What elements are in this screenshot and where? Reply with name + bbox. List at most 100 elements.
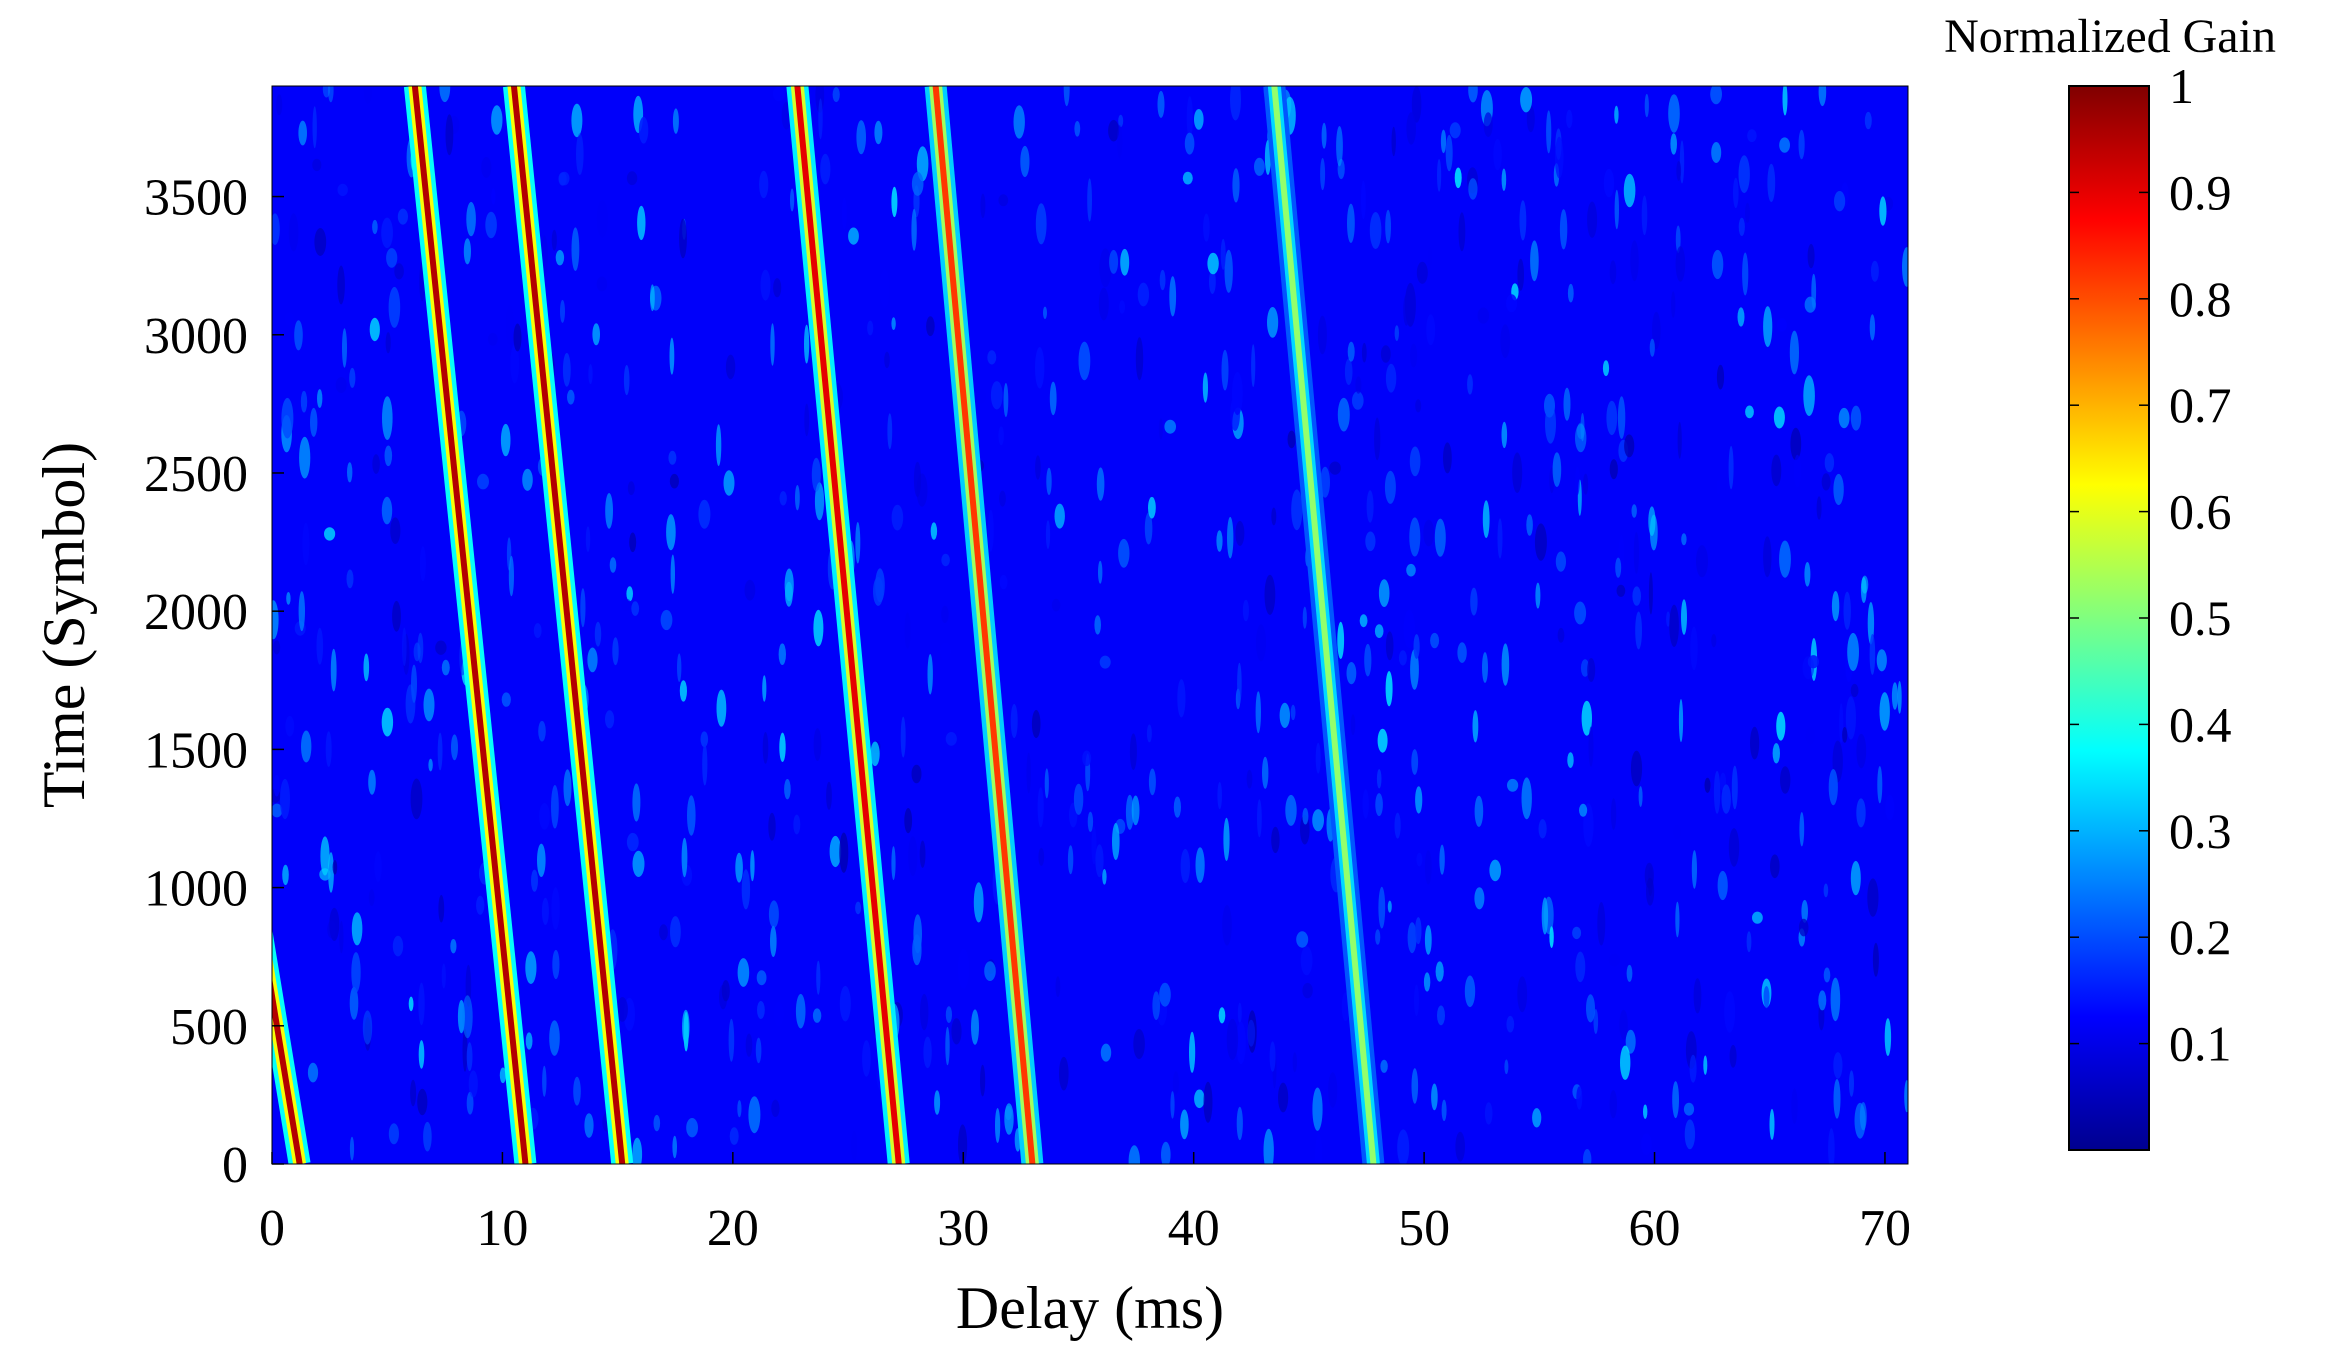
noise-speckle	[1285, 794, 1297, 826]
noise-speckle	[884, 351, 890, 369]
noise-speckle	[687, 795, 696, 836]
noise-speckle	[916, 473, 928, 507]
noise-speckle	[1223, 817, 1230, 862]
noise-speckle	[748, 1096, 761, 1134]
noise-speckle	[1180, 1109, 1189, 1140]
noise-speckle	[285, 715, 295, 737]
noise-speckle	[1717, 870, 1728, 901]
noise-speckle	[1292, 1052, 1298, 1073]
noise-speckle	[1608, 953, 1621, 967]
noise-speckle	[1217, 782, 1222, 810]
noise-speckle	[632, 783, 641, 822]
noise-speckle	[1620, 1045, 1631, 1080]
noise-speckle	[1046, 315, 1053, 340]
noise-speckle	[1423, 519, 1435, 547]
noise-speckle	[1644, 93, 1649, 118]
noise-speckle	[1752, 911, 1763, 924]
noise-speckle	[1302, 982, 1313, 999]
noise-speckle	[1833, 1052, 1843, 1079]
noise-speckle	[1194, 109, 1204, 130]
noise-speckle	[1643, 1104, 1648, 1119]
noise-speckle	[627, 481, 635, 496]
noise-speckle	[790, 188, 795, 212]
noise-speckle	[875, 568, 885, 603]
noise-speckle	[987, 509, 994, 552]
noise-speckle	[324, 527, 336, 541]
noise-speckle	[1180, 848, 1191, 884]
noise-speckle	[1638, 786, 1643, 807]
noise-speckle	[891, 317, 896, 330]
noise-speckle	[394, 263, 404, 280]
noise-speckle	[1458, 212, 1466, 252]
noise-speckle	[1641, 1133, 1652, 1155]
delay-paths	[272, 86, 1385, 1164]
noise-speckle	[1689, 1054, 1697, 1083]
noise-speckle	[1073, 783, 1084, 815]
noise-speckle	[779, 732, 786, 762]
colorbar-tick-label: 0.8	[2169, 271, 2232, 327]
x-tick-label: 20	[707, 1200, 759, 1257]
noise-speckle	[1610, 798, 1617, 830]
noise-speckle	[1236, 1106, 1243, 1141]
noise-speckle	[737, 1100, 742, 1118]
noise-speckle	[1125, 794, 1134, 830]
noise-speckle	[1847, 632, 1859, 672]
noise-speckle	[1779, 137, 1790, 153]
noise-speckle	[1635, 611, 1642, 650]
noise-speckle	[1710, 86, 1722, 105]
noise-speckle	[729, 1127, 739, 1145]
noise-speckle	[466, 1042, 473, 1072]
noise-speckle	[927, 654, 933, 695]
noise-speckle	[485, 211, 497, 239]
noise-speckle	[626, 586, 633, 602]
noise-speckle	[1828, 1128, 1835, 1164]
noise-speckle	[1879, 196, 1887, 226]
noise-speckle	[814, 482, 825, 521]
noise-speckle	[1506, 294, 1518, 313]
noise-speckle	[1838, 407, 1850, 429]
noise-speckle	[1440, 129, 1447, 154]
noise-speckle	[745, 1033, 753, 1057]
noise-speckle	[1683, 1102, 1695, 1116]
noise-speckle	[1489, 859, 1501, 882]
noise-speckle	[332, 860, 338, 875]
noise-speckle	[770, 323, 775, 366]
noise-speckle	[1678, 699, 1684, 743]
noise-speckle	[1091, 826, 1097, 865]
noise-speckle	[1549, 926, 1554, 948]
noise-speckle	[1055, 976, 1061, 997]
noise-speckle	[700, 731, 709, 747]
noise-speckle	[1581, 700, 1593, 736]
noise-speckle	[668, 450, 677, 465]
noise-speckle	[1209, 269, 1216, 294]
noise-speckle	[1776, 318, 1787, 332]
noise-speckle	[533, 623, 542, 639]
noise-speckle	[945, 1026, 950, 1066]
noise-speckle	[386, 248, 398, 268]
noise-speckle	[1119, 300, 1126, 314]
noise-speckle	[820, 153, 831, 185]
noise-speckle	[1572, 926, 1582, 940]
noise-speckle	[298, 591, 305, 632]
noise-speckle	[870, 741, 880, 767]
noise-speckle	[1804, 562, 1811, 587]
noise-speckle	[1321, 122, 1327, 149]
noise-speckle	[325, 731, 332, 767]
noise-speckle	[1563, 387, 1571, 421]
noise-speckle	[702, 743, 708, 786]
colorbar	[2068, 85, 2150, 1151]
noise-speckle	[1849, 1070, 1854, 1097]
noise-speckle	[1416, 852, 1423, 867]
noise-speckle	[737, 958, 750, 987]
noise-speckle	[1315, 1133, 1323, 1164]
noise-speckle	[839, 985, 851, 1022]
noise-speckle	[1098, 560, 1103, 584]
noise-speckle	[337, 265, 345, 305]
noise-speckle	[771, 1099, 780, 1117]
noise-speckle	[804, 324, 810, 364]
noise-speckle	[1831, 591, 1840, 622]
noise-speckle	[1468, 178, 1478, 200]
noise-speckle	[1423, 972, 1431, 992]
noise-speckle	[1850, 683, 1859, 698]
noise-speckle	[1320, 466, 1330, 498]
